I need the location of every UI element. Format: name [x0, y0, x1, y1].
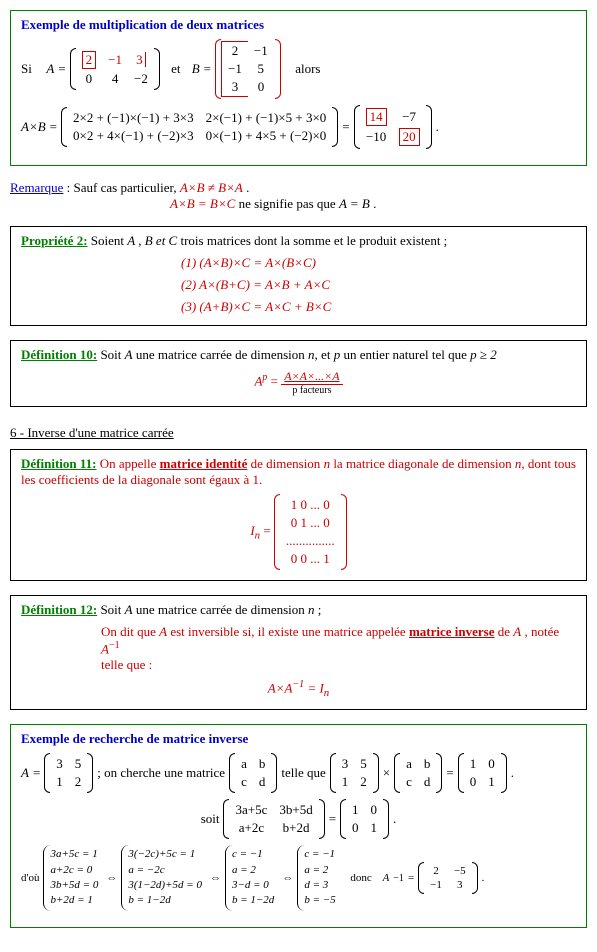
def12-A: A: [125, 602, 133, 617]
def10-text4: un entier naturel tel que: [343, 347, 466, 362]
box1-definitions: Si A = 2−13 04−2 et B = 2−1 −15 30 alors: [21, 39, 576, 99]
property2-box: Propriété 2: Soient A , B et C trois mat…: [10, 226, 587, 326]
def10-title: Définition 10:: [21, 347, 97, 362]
def12-text2: une matrice carrée de dimension: [136, 602, 305, 617]
def12-text1: Soit: [100, 602, 121, 617]
sys2: 3(−2c)+5c = 1 a = −2c 3(1−2d)+5d = 0 b =…: [121, 845, 206, 911]
sys1: 3a+5c = 1 a+2c = 0 3b+5d = 0 b+2d = 1: [43, 845, 102, 911]
def11-text1: On appelle: [100, 456, 157, 471]
remark-text1: : Sauf cas particulier,: [67, 180, 177, 195]
matrix-B: 2−1 −15 30: [215, 39, 281, 99]
box5-line2: soit 3a+5c3b+5d a+2cb+2d = 10 01 .: [21, 799, 576, 839]
B-label: B: [192, 61, 200, 77]
definition10-box: Définition 10: Soit A une matrice carrée…: [10, 340, 587, 407]
si-text: Si: [21, 61, 32, 77]
def10-cond: p ≥ 2: [470, 347, 497, 362]
definition12-box: Définition 12: Soit A une matrice carrée…: [10, 595, 587, 710]
identity-matrix: 1 0 ... 0 0 1 ... 0 ............... 0 0 …: [274, 494, 347, 570]
prop2-intro2: trois matrices dont la somme et le produ…: [180, 233, 447, 248]
example-multiplication-box: Exemple de multiplication de deux matric…: [10, 10, 587, 166]
def11-formula: In = 1 0 ... 0 0 1 ... 0 ...............…: [21, 494, 576, 570]
def11-title: Définition 11:: [21, 456, 96, 471]
remark-eq2: A×B = B×C: [170, 196, 235, 211]
sys4: c = −1 a = 2 d = 3 b = −5: [297, 845, 339, 911]
prop2-item2: (2) A×(B+C) = A×B + A×C: [181, 277, 330, 292]
box5-abcd: ab cd: [229, 753, 277, 793]
def12-term: matrice inverse: [409, 624, 495, 639]
remark-label: Remarque: [10, 180, 63, 195]
box5-Ainv: 2−5 −13: [418, 862, 477, 894]
def10-text3: , et: [315, 347, 331, 362]
alors-text: alors: [295, 61, 320, 77]
def10-text1: Soit: [100, 347, 121, 362]
et-text: et: [171, 61, 180, 77]
def12-line3: telle que :: [101, 657, 576, 673]
def12-formula: A×A−1 = In: [21, 679, 576, 699]
def10-formula: Ap = A×A×...×A p facteurs: [21, 369, 576, 396]
matrix-result: 14−7 −1020: [354, 105, 432, 149]
remark-eq3: A = B: [339, 196, 370, 211]
def12-title: Définition 12:: [21, 602, 97, 617]
def12-text3: ;: [318, 602, 322, 617]
prop2-item1: (1) (A×B)×C = A×(B×C): [181, 255, 316, 270]
def11-text2: de dimension: [251, 456, 321, 471]
def12-line2: On dit que A est inversible si, il exist…: [101, 624, 576, 657]
box5-A: 35 12: [44, 753, 93, 793]
AxB-label: A×B: [21, 119, 46, 135]
prop2-title: Propriété 2:: [21, 233, 88, 248]
box5-title: Exemple de recherche de matrice inverse: [21, 731, 576, 747]
definition11-box: Définition 11: On appelle matrice identi…: [10, 449, 587, 581]
remark-eq1: A×B ≠ B×A: [180, 180, 243, 195]
matrix-A: 2−13 04−2: [70, 48, 160, 90]
box1-title: Exemple de multiplication de deux matric…: [21, 17, 576, 33]
def11-term: matrice identité: [160, 456, 248, 471]
def10-p: p: [334, 347, 341, 362]
def12-n: n: [308, 602, 315, 617]
matrix-product-expanded: 2×2 + (−1)×(−1) + 3×32×(−1) + (−1)×5 + 3…: [61, 107, 338, 147]
prop2-vars: A , B et C: [127, 233, 177, 248]
A-label: A: [46, 61, 54, 77]
example-inverse-box: Exemple de recherche de matrice inverse …: [10, 724, 587, 928]
box5-systems: d'où 3a+5c = 1 a+2c = 0 3b+5d = 0 b+2d =…: [21, 845, 576, 911]
section6-header: 6 - Inverse d'une matrice carrée: [10, 425, 587, 441]
prop2-items: (1) (A×B)×C = A×(B×C) (2) A×(B+C) = A×B …: [21, 255, 576, 315]
box1-product: A×B = 2×2 + (−1)×(−1) + 3×32×(−1) + (−1)…: [21, 105, 576, 149]
remark-text2: ne signifie pas que: [239, 196, 336, 211]
prop2-item3: (3) (A+B)×C = A×C + B×C: [181, 299, 331, 314]
sys3: c = −1 a = 2 3−d = 0 b = 1−2d: [225, 845, 278, 911]
def10-text2: une matrice carrée de dimension: [136, 347, 305, 362]
box5-line1: A = 35 12 ; on cherche une matrice ab cd…: [21, 753, 576, 793]
remark-block: Remarque : Sauf cas particulier, A×B ≠ B…: [10, 180, 587, 212]
prop2-intro: Soient: [91, 233, 124, 248]
def11-text3: la matrice diagonale de dimension: [333, 456, 511, 471]
def11-n: n: [324, 456, 331, 471]
def10-A: A: [125, 347, 133, 362]
